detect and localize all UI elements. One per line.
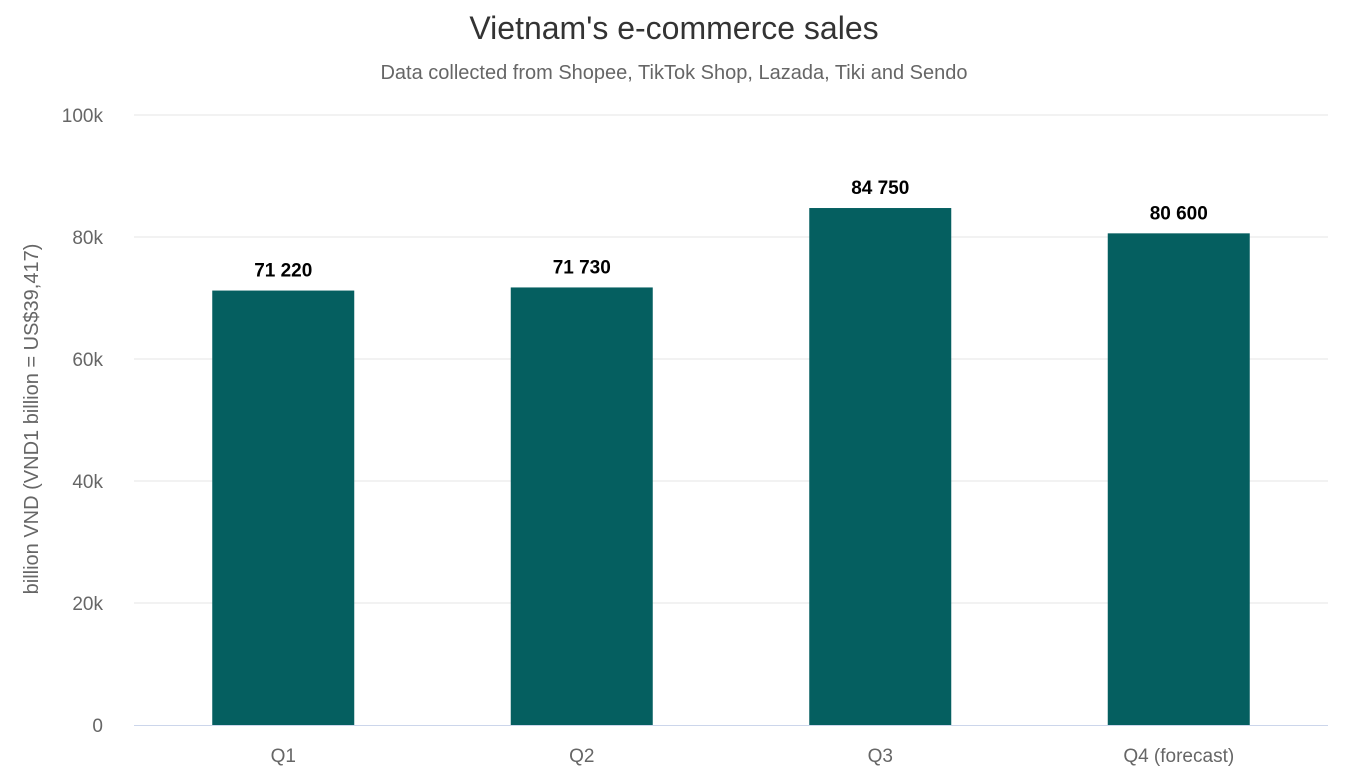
y-tick-label: 0 [92,716,103,737]
y-tick-label: 20k [72,594,103,615]
x-tick-label: Q3 [868,746,893,767]
bar [510,287,653,725]
x-tick-label: Q2 [569,746,594,767]
bar [1107,233,1250,725]
x-tick-label: Q4 (forecast) [1123,746,1234,767]
chart-subtitle: Data collected from Shopee, TikTok Shop,… [380,62,968,84]
data-label: 71 730 [553,257,611,278]
bars [212,208,1250,725]
bar [809,208,952,725]
y-axis-label: billion VND (VND1 billion = US$39,417) [21,244,43,595]
data-label: 80 600 [1150,203,1208,224]
bar [212,290,355,725]
x-axis-ticks: Q1 Q2 Q3 Q4 (forecast) [271,746,1235,767]
y-tick-label: 40k [72,472,103,493]
x-tick-label: Q1 [271,746,296,767]
y-tick-label: 100k [62,106,104,127]
y-tick-label: 80k [72,228,103,249]
data-label: 84 750 [851,178,909,199]
data-label: 71 220 [254,261,312,282]
data-labels: 71 220 71 730 84 750 80 600 [254,178,1208,282]
y-tick-label: 60k [72,350,103,371]
chart-title: Vietnam's e-commerce sales [469,10,879,46]
y-axis-ticks: 0 20k 40k 60k 80k 100k [62,106,104,737]
